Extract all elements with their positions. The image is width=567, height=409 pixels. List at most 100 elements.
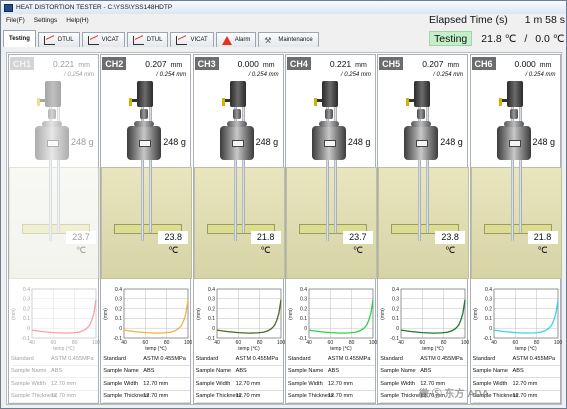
channel-panel-ch5[interactable]: CH5 0.207 mm / 0.254 mm 248 g 23.8 ℃ -0.1… xyxy=(377,54,470,404)
displacement-value: 0.221 xyxy=(53,59,75,69)
displacement-readout: 0.207 mm xyxy=(145,59,182,69)
y-tick-label: 0.4 xyxy=(208,287,215,293)
displacement-readout: 0.207 mm xyxy=(422,59,459,69)
info-value: ASTM 0.455MPa xyxy=(420,355,463,362)
info-key: Sample Name xyxy=(103,368,139,375)
displacement-value: 0.207 xyxy=(145,59,167,69)
oil-bath xyxy=(470,167,562,279)
info-key: Standard xyxy=(287,355,311,362)
weight-label: 248 g xyxy=(71,137,94,147)
gauge-arm xyxy=(498,98,509,106)
channel-panel-ch6[interactable]: CH6 0.000 mm / 0.254 mm 248 g 21.8 ℃ -0.1… xyxy=(469,54,562,404)
tab-label: DTUL xyxy=(57,37,74,43)
tab-dtul-2[interactable]: DTUL xyxy=(126,32,169,47)
y-axis-label: (mm) xyxy=(473,308,479,320)
tab-alarm[interactable]: Alarm xyxy=(215,32,257,47)
y-tick-label: 0.2 xyxy=(208,306,215,312)
tab-maintenance[interactable]: ⚒ Maintenance xyxy=(258,32,319,47)
load-weight xyxy=(219,121,254,160)
x-tick-label: 80 xyxy=(533,340,539,346)
menu-file[interactable]: File(F) xyxy=(6,17,25,24)
deflection-chart: -0.1 0 0.1 0.2 0.3 0.4 40 60 80 100 temp (℃) (mm) xyxy=(9,283,100,351)
y-tick-label: 0.1 xyxy=(23,316,30,322)
info-value: 12.70 mm xyxy=(143,393,169,400)
info-key: Sample Name xyxy=(287,368,324,375)
plot-frame xyxy=(123,288,189,339)
y-tick-label: 0.4 xyxy=(23,287,30,293)
info-value: 12.70 mm xyxy=(420,380,446,387)
displacement-readout: 0.000 mm xyxy=(515,59,552,69)
channel-label[interactable]: CH6 xyxy=(471,57,496,70)
channel-panel-ch4[interactable]: CH4 0.221 mm / 0.254 mm 248 g 23.7 ℃ -0.1… xyxy=(284,54,377,404)
chart-svg: -0.1 0 0.1 0.2 0.3 0.4 40 60 80 100 temp (℃) (mm) xyxy=(288,287,377,351)
x-tick-label: 80 xyxy=(441,340,447,346)
y-tick-label: -0.1 xyxy=(21,336,30,342)
x-tick-label: 60 xyxy=(327,340,333,346)
info-sample-thickness: Sample Thickness 12.70 mm xyxy=(472,391,560,403)
channel-panel-ch2[interactable]: CH2 0.207 mm / 0.254 mm 248 g 23.8 ℃ -0.1… xyxy=(100,54,193,404)
info-standard: Standard ASTM 0.455MPa xyxy=(380,353,468,366)
info-sample-thickness: Sample Thickness 12.70 mm xyxy=(103,391,191,403)
x-tick-label: 60 xyxy=(51,340,57,346)
info-key: Sample Thickness xyxy=(195,393,242,400)
info-sample-width: Sample Width 12.70 mm xyxy=(195,378,283,391)
x-tick-label: 80 xyxy=(349,340,355,346)
y-tick-label: -0.1 xyxy=(483,336,492,342)
dial-gauge xyxy=(229,81,246,107)
load-rod xyxy=(418,81,422,241)
x-tick-label: 80 xyxy=(256,340,262,346)
x-axis-label: temp (℃) xyxy=(238,346,260,351)
chart-svg: -0.1 0 0.1 0.2 0.3 0.4 40 60 80 100 temp (℃) (mm) xyxy=(196,287,285,351)
y-axis-label: (mm) xyxy=(380,308,386,320)
channel-label[interactable]: CH1 xyxy=(10,57,34,70)
chart-svg: -0.1 0 0.1 0.2 0.3 0.4 40 60 80 100 temp (℃) (mm) xyxy=(380,287,469,351)
channel-label[interactable]: CH4 xyxy=(286,57,311,70)
load-rod xyxy=(510,81,514,241)
deflection-curve xyxy=(401,299,466,334)
info-key: Sample Name xyxy=(380,368,416,375)
y-tick-label: 0 xyxy=(489,326,492,332)
tab-label: Maintenance xyxy=(278,37,313,43)
info-value: ABS xyxy=(143,368,155,375)
x-tick-label: 40 xyxy=(398,340,404,346)
temp-separator: / xyxy=(524,32,528,45)
info-sample-name: Sample Name ABS xyxy=(11,366,98,378)
x-tick-label: 60 xyxy=(512,340,518,346)
channel-label[interactable]: CH5 xyxy=(379,57,404,70)
chart-icon xyxy=(132,35,144,45)
sample-info: Standard ASTM 0.455MPa Sample Name ABS Sam… xyxy=(380,353,468,403)
x-axis-label: temp (℃) xyxy=(422,346,444,351)
plot-frame xyxy=(400,288,466,339)
channel-panel-ch1[interactable]: CH1 0.221 mm / 0.254 mm 248 g 23.7 ℃ -0.1… xyxy=(8,54,100,404)
bath-temperature: 23.8 ℃ xyxy=(435,231,466,255)
y-tick-label: 0 xyxy=(27,326,30,332)
tab-vicat-2[interactable]: VICAT xyxy=(170,32,214,47)
menu-settings[interactable]: Settings xyxy=(33,17,58,24)
tab-label: VICAT xyxy=(190,37,208,43)
weight-label: 248 g xyxy=(347,137,371,147)
displacement-value: 0.000 xyxy=(514,59,536,69)
tab-testing[interactable]: Testing xyxy=(3,30,36,47)
dial-gauge xyxy=(45,81,61,107)
apparatus-illustration: 248 g 23.8 ℃ xyxy=(378,81,470,279)
channel-panel-ch3[interactable]: CH3 0.000 mm / 0.254 mm 248 g 21.8 ℃ -0.1… xyxy=(192,54,285,404)
channel-label[interactable]: CH2 xyxy=(102,57,127,70)
tab-dtul-1[interactable]: DTUL xyxy=(37,32,80,47)
menu-help[interactable]: Help(H) xyxy=(66,17,89,24)
x-tick-label: 100 xyxy=(276,340,284,346)
gauge-arm xyxy=(221,98,232,106)
x-axis-label: temp (℃) xyxy=(146,346,168,351)
dial-gauge xyxy=(506,81,523,107)
tab-vicat-1[interactable]: VICAT xyxy=(81,32,125,47)
y-tick-label: 0.1 xyxy=(392,316,399,322)
tab-bar: Testing DTUL VICAT DTUL VICAT Alarm ⚒ Ma… xyxy=(3,30,321,47)
menu-bar: File(F) Settings Help(H) xyxy=(1,15,321,26)
y-tick-label: -0.1 xyxy=(114,336,123,342)
tab-label: Alarm xyxy=(234,37,251,43)
info-value: ABS xyxy=(51,368,63,375)
channel-label[interactable]: CH3 xyxy=(194,57,219,70)
info-sample-name: Sample Name ABS xyxy=(103,366,191,378)
info-key: Sample Thickness xyxy=(103,393,149,400)
displacement-limit: / 0.254 mm xyxy=(525,72,556,78)
info-key: Sample Width xyxy=(11,380,46,387)
